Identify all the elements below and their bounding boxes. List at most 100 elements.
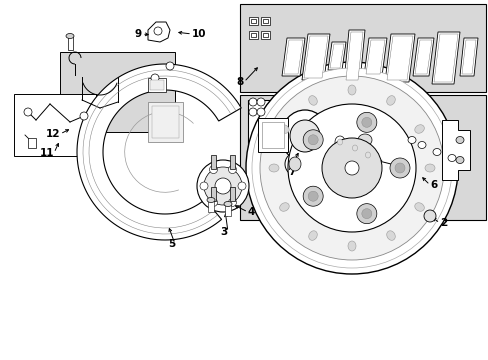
Bar (258, 118, 287, 152)
Polygon shape (441, 120, 469, 180)
Ellipse shape (206, 198, 215, 202)
Bar (210, 188, 216, 202)
Ellipse shape (224, 202, 231, 207)
Ellipse shape (334, 136, 345, 148)
Ellipse shape (352, 145, 357, 151)
Bar (148, 102, 183, 142)
Ellipse shape (455, 136, 463, 144)
Text: 9: 9 (135, 29, 142, 39)
Ellipse shape (414, 203, 424, 211)
Ellipse shape (345, 161, 358, 175)
Polygon shape (304, 36, 327, 78)
Circle shape (154, 27, 162, 35)
Bar (229, 154, 235, 168)
Circle shape (307, 191, 318, 201)
Polygon shape (384, 34, 414, 82)
Circle shape (389, 158, 409, 178)
Ellipse shape (414, 125, 424, 133)
Bar (207, 200, 214, 212)
Bar (247, 100, 347, 172)
Circle shape (24, 108, 32, 116)
Bar (210, 154, 216, 168)
Circle shape (228, 198, 236, 206)
Circle shape (307, 135, 318, 145)
Polygon shape (77, 64, 241, 240)
Ellipse shape (289, 120, 319, 152)
Text: 12: 12 (45, 129, 60, 139)
Ellipse shape (308, 96, 317, 105)
Ellipse shape (288, 157, 301, 171)
Ellipse shape (251, 68, 451, 268)
Circle shape (80, 112, 88, 120)
Circle shape (303, 186, 323, 206)
Polygon shape (461, 40, 475, 74)
Polygon shape (262, 33, 267, 37)
Text: 1: 1 (394, 160, 402, 170)
Circle shape (257, 98, 264, 106)
Polygon shape (262, 19, 267, 23)
Polygon shape (302, 34, 329, 80)
Circle shape (303, 130, 323, 150)
Text: 8: 8 (236, 77, 244, 87)
Ellipse shape (386, 96, 394, 105)
Circle shape (165, 62, 174, 70)
Bar (262, 122, 284, 148)
Polygon shape (386, 36, 412, 80)
Ellipse shape (285, 153, 305, 175)
Polygon shape (248, 31, 257, 39)
Polygon shape (343, 30, 364, 82)
Ellipse shape (357, 158, 371, 170)
Ellipse shape (287, 104, 415, 232)
Bar (224, 204, 230, 216)
Circle shape (209, 198, 217, 206)
Bar (229, 188, 235, 202)
Circle shape (356, 112, 376, 132)
Bar (14, 94, 96, 156)
Circle shape (209, 166, 217, 174)
Ellipse shape (260, 76, 443, 260)
Bar (60, 52, 175, 132)
Ellipse shape (321, 138, 381, 198)
Polygon shape (346, 32, 362, 80)
Ellipse shape (279, 125, 288, 133)
Text: 5: 5 (167, 239, 175, 249)
Circle shape (394, 163, 404, 173)
Polygon shape (459, 38, 477, 76)
Circle shape (361, 117, 371, 127)
Circle shape (200, 182, 207, 190)
Text: 3: 3 (220, 227, 227, 237)
Polygon shape (260, 17, 269, 25)
Polygon shape (250, 19, 255, 23)
Polygon shape (349, 122, 399, 182)
Polygon shape (327, 42, 346, 70)
Ellipse shape (245, 62, 457, 274)
Circle shape (356, 204, 376, 224)
Ellipse shape (347, 241, 355, 251)
Ellipse shape (281, 110, 328, 162)
Ellipse shape (423, 210, 435, 222)
Ellipse shape (268, 164, 279, 172)
Circle shape (238, 182, 245, 190)
Ellipse shape (407, 136, 415, 144)
Polygon shape (282, 38, 305, 76)
Circle shape (248, 98, 257, 106)
Polygon shape (148, 22, 170, 42)
Circle shape (248, 108, 257, 116)
Text: 10: 10 (192, 29, 206, 39)
Bar (148, 78, 165, 92)
Text: 4: 4 (247, 207, 255, 217)
Ellipse shape (432, 149, 440, 156)
Bar (152, 106, 179, 138)
Bar (150, 80, 163, 90)
Ellipse shape (337, 139, 342, 145)
Ellipse shape (455, 157, 463, 163)
Polygon shape (431, 32, 459, 84)
Ellipse shape (197, 160, 248, 212)
Ellipse shape (362, 149, 372, 161)
Ellipse shape (365, 152, 370, 158)
Ellipse shape (357, 134, 371, 146)
Bar (240, 4, 485, 92)
Polygon shape (329, 44, 343, 68)
Text: 11: 11 (40, 148, 54, 158)
Polygon shape (260, 31, 269, 39)
